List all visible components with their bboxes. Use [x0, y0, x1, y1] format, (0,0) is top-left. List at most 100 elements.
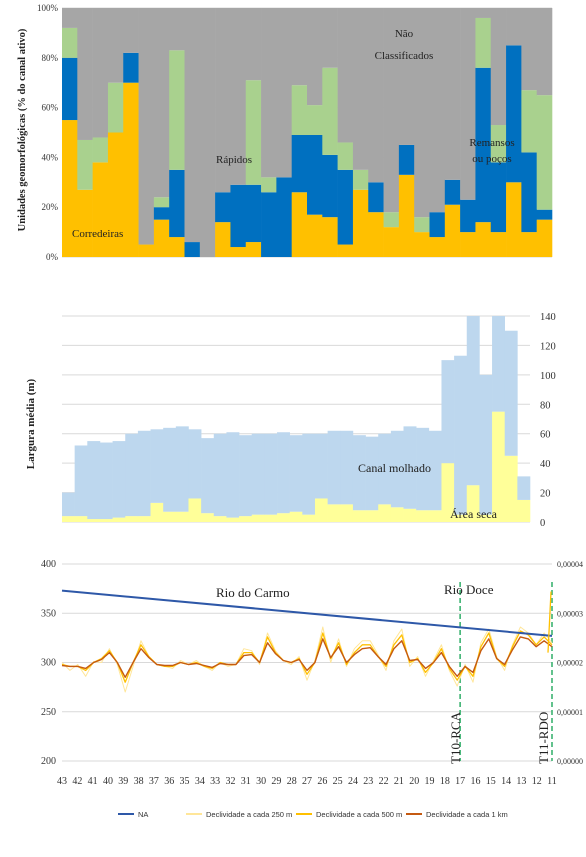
c1-bar-remansos: [536, 209, 553, 220]
c1-bar-corredeiras: [352, 189, 369, 257]
c2-bar-seca: [239, 516, 253, 522]
c2-bar-molhado: [264, 433, 278, 515]
c2-bar-molhado: [517, 476, 531, 500]
c1-y-tick-label: 100%: [37, 3, 59, 13]
c3-x-tick-label: 36: [164, 776, 174, 787]
c2-bar-seca: [466, 485, 480, 522]
c3-x-tick-label: 21: [394, 776, 404, 787]
c1-bar-rapidos: [153, 197, 170, 208]
c2-bar-molhado: [428, 430, 442, 511]
c3-y-ticks: 200 250 300 350 400: [41, 559, 56, 767]
c3-x-tick-label: 30: [256, 776, 266, 787]
c1-annotation-remansos: Remansos ou poços: [469, 137, 514, 165]
c2-y-ticks: 0 20 40 60 80 100 120 140: [540, 312, 556, 529]
c1-bar-corredeiras: [291, 192, 308, 257]
c3-line-slope-spike: [547, 591, 552, 653]
c1-bar-rapidos: [307, 105, 323, 135]
c1-bar-nao-classificados: [490, 8, 507, 126]
c2-bar-molhado: [327, 430, 341, 505]
c1-bar-nao-classificados: [337, 8, 354, 143]
c2-bar-seca: [87, 519, 101, 522]
c1-bar-nao-classificados: [199, 8, 216, 257]
c2-bar-seca: [125, 516, 139, 522]
c2-bar-molhado: [352, 435, 366, 511]
c3-x-tick-label: 20: [409, 776, 419, 787]
c2-bar-seca: [479, 514, 493, 522]
c2-bar-molhado: [454, 355, 468, 515]
c3-x-tick-label: 41: [88, 776, 98, 787]
c2-bar-seca: [201, 513, 215, 522]
c2-bar-seca: [277, 513, 290, 522]
c1-bar-corredeiras: [153, 219, 170, 257]
c1-bar-rapidos: [62, 27, 78, 58]
c1-bar-nao-classificados: [460, 8, 476, 200]
c1-bar-rapidos: [337, 142, 354, 170]
c2-bar-molhado: [492, 316, 506, 412]
c1-bar-remansos: [230, 184, 247, 248]
c1-bar-corredeiras: [429, 237, 446, 257]
c1-annotation-nao-classificados: Não Classificados: [375, 28, 434, 62]
c2-y-tick-label: 40: [540, 459, 551, 470]
c1-bar-remansos: [261, 192, 277, 257]
c3-x-tick-label: 12: [532, 776, 542, 787]
c1-bar-nao-classificados: [77, 8, 93, 140]
c1-bar-remansos: [475, 67, 492, 223]
c1-bar-rapidos: [92, 137, 109, 163]
c2-bars: [62, 316, 531, 522]
c2-bar-seca: [340, 504, 354, 522]
c3-y2-tick-label: 0,00000: [557, 757, 583, 766]
c1-bar-remansos: [337, 169, 354, 245]
c2-bar-seca: [314, 498, 328, 522]
c1-bar-nao-classificados: [506, 8, 522, 46]
c1-y-tick-label: 40%: [42, 152, 59, 162]
c1-bar-rapidos: [322, 67, 338, 155]
c2-bar-seca: [112, 517, 126, 522]
c3-legend-label: Declividade a cada 250 m: [206, 810, 292, 819]
c2-bar-seca: [517, 499, 531, 522]
c3-y-tick-label: 350: [41, 608, 56, 619]
c2-bar-seca: [289, 511, 303, 522]
c3-annotation-rio-doce: Rio Doce: [444, 582, 494, 597]
c2-bar-molhado: [251, 433, 265, 515]
c2-bar-molhado: [188, 429, 202, 499]
c1-y-ticks: 0% 20% 40% 60% 80% 100%: [37, 3, 59, 262]
c1-bar-corredeiras: [398, 174, 415, 257]
c3-annotation-rio-do-carmo: Rio do Carmo: [216, 585, 290, 600]
c1-bar-nao-classificados: [383, 8, 400, 213]
c2-y-axis-label: Largura média (m): [25, 378, 37, 469]
c1-bar-rapidos: [490, 125, 507, 163]
c1-bar-remansos: [444, 179, 461, 205]
c1-y-tick-label: 20%: [42, 202, 59, 212]
c2-bar-molhado: [201, 438, 215, 514]
c2-bar-seca: [213, 516, 227, 522]
c2-bar-molhado: [365, 436, 379, 511]
c2-y-tick-label: 120: [540, 341, 556, 352]
c2-bar-molhado: [314, 433, 328, 499]
c2-bar-seca: [150, 502, 164, 522]
c1-bar-remansos: [368, 182, 384, 213]
c1-bar-corredeiras: [107, 132, 124, 257]
c2-bar-seca: [365, 510, 379, 522]
c3-y2-tick-label: 0,00003: [557, 609, 583, 618]
c2-bar-molhado: [125, 433, 139, 517]
c1-bar-nao-classificados: [444, 8, 461, 180]
c3-x-tick-label: 13: [516, 776, 526, 787]
c1-bar-nao-classificados: [261, 8, 277, 178]
c3-y-tick-label: 300: [41, 658, 56, 669]
c2-bar-seca: [416, 510, 430, 522]
c1-bar-corredeiras: [77, 189, 93, 257]
c1-bar-remansos: [245, 184, 262, 243]
c1-bar-corredeiras: [92, 162, 109, 257]
c1-annotation-rapidos: Rápidos: [216, 154, 252, 166]
c2-bar-seca: [175, 511, 189, 522]
c2-bar-seca: [99, 519, 113, 522]
c1-bar-rapidos: [291, 85, 308, 135]
c1-bar-nao-classificados: [398, 8, 415, 145]
c2-y-tick-label: 20: [540, 489, 551, 500]
c3-x-tick-label: 39: [118, 776, 128, 787]
c1-bar-rapidos: [261, 177, 277, 193]
c2-bar-seca: [378, 504, 392, 522]
c3-x-tick-label: 22: [379, 776, 389, 787]
c1-bar-nao-classificados: [138, 8, 155, 245]
